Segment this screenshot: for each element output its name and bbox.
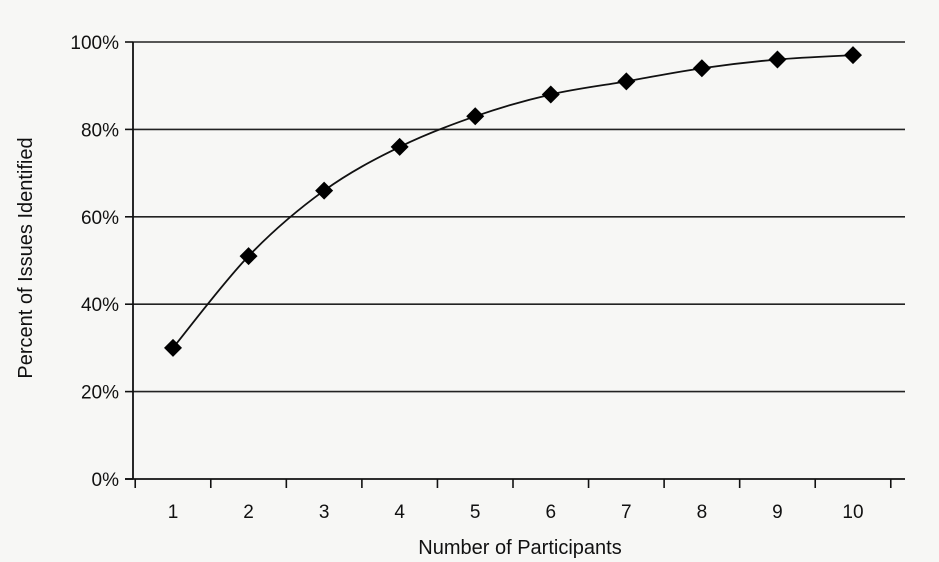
x-tick-label: 1: [168, 502, 179, 523]
data-points: [164, 46, 862, 357]
tick-labels: 0% 20% 40% 60% 80% 100% 1 2 3 4 5 6 7 8 9 10: [70, 33, 863, 523]
data-point: [239, 247, 258, 266]
data-point: [390, 137, 409, 156]
axes: [125, 41, 905, 488]
x-tick-label: 8: [697, 502, 708, 523]
x-tick-label: 9: [772, 502, 783, 523]
data-point: [844, 46, 862, 65]
x-tick-label: 3: [319, 502, 330, 523]
x-tick-label: 7: [621, 502, 632, 523]
y-tick-label: 80%: [81, 120, 119, 141]
y-axis-title: Percent of Issues Identified: [15, 137, 37, 378]
series-line: [172, 54, 854, 349]
y-tick-label: 40%: [81, 295, 119, 316]
data-point: [692, 59, 711, 78]
data-point: [541, 85, 560, 104]
x-tick-label: 10: [842, 502, 863, 523]
y-tick-label: 0%: [92, 470, 120, 491]
data-point: [315, 181, 334, 200]
x-tick-label: 6: [545, 502, 556, 523]
data-point: [466, 107, 485, 126]
data-point: [768, 50, 787, 69]
x-tick-label: 2: [243, 502, 254, 523]
y-tick-label: 20%: [81, 383, 119, 404]
data-point: [164, 338, 182, 357]
x-axis-title: Number of Participants: [418, 537, 621, 559]
data-point: [617, 72, 636, 91]
y-tick-label: 100%: [70, 33, 119, 54]
x-tick-label: 5: [470, 502, 481, 523]
x-tick-label: 4: [394, 502, 405, 523]
y-tick-label: 60%: [81, 208, 119, 229]
gridlines: [133, 41, 905, 393]
